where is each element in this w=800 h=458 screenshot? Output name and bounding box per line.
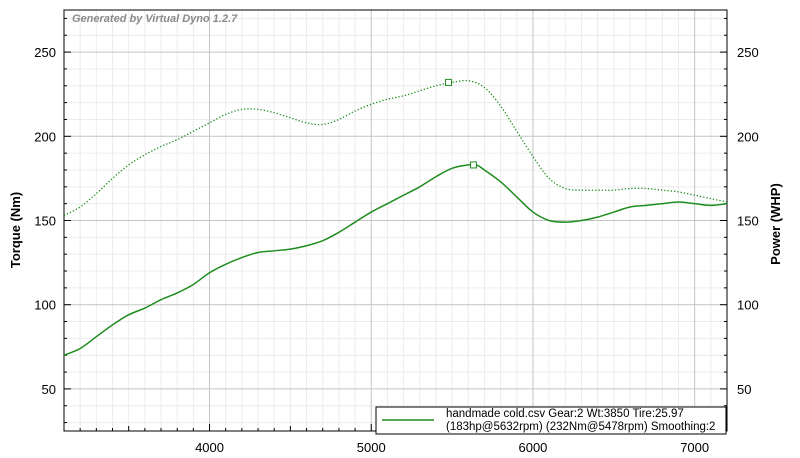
series-line-dotted — [64, 79, 727, 217]
grid — [63, 10, 728, 431]
axis-ticks: 4000 5000 6000 7000 50 100 150 200 250 50 100 150 20… — [34, 17, 759, 455]
peak-marker — [469, 161, 477, 169]
y-tick-label: 150 — [34, 214, 56, 229]
y-tick-label: 250 — [34, 45, 56, 60]
y2-tick-label: 50 — [737, 382, 751, 397]
series-layer — [64, 78, 727, 356]
y2-tick-label: 150 — [737, 214, 759, 229]
x-tick-label: 6000 — [518, 440, 547, 455]
peak-marker — [445, 78, 453, 86]
legend-line-1: handmade cold.csv Gear:2 Wt:3850 Tire:25… — [446, 408, 684, 420]
legend-line-2: (183hp@5632rpm) (232Nm@5478rpm) Smoothin… — [446, 421, 715, 433]
y-tick-label: 50 — [42, 382, 56, 397]
y2-tick-label: 200 — [737, 129, 759, 144]
y2-axis-label: Power (WHP) — [768, 183, 783, 265]
legend-box — [375, 406, 727, 435]
x-tick-label: 7000 — [680, 440, 709, 455]
legend: handmade cold.csv Gear:2 Wt:3850 Tire:25… — [375, 406, 727, 435]
y-tick-label: 200 — [34, 129, 56, 144]
watermark-text: Generated by Virtual Dyno 1.2.7 — [72, 13, 238, 25]
y2-tick-label: 250 — [737, 45, 759, 60]
x-tick-label: 4000 — [195, 440, 224, 455]
y-tick-label: 100 — [34, 298, 56, 313]
series-line-solid — [64, 163, 727, 356]
x-tick-label: 5000 — [357, 440, 386, 455]
y2-tick-label: 100 — [737, 298, 759, 313]
y-axis-label: Torque (Nm) — [8, 192, 23, 268]
